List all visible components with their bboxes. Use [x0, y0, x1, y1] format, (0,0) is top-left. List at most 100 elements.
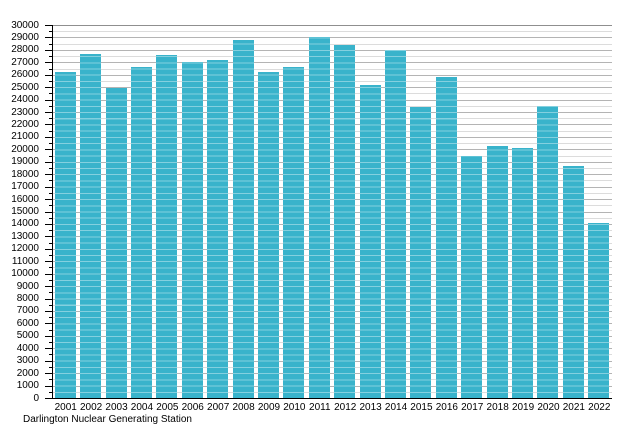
x-tick-label-2012: 2012 — [334, 402, 357, 413]
bar-2007 — [207, 59, 229, 398]
x-tick-label-2008: 2008 — [232, 402, 255, 413]
y-axis-tick — [48, 31, 53, 33]
gridline — [53, 155, 612, 157]
y-axis-tick — [45, 199, 53, 201]
gridline — [53, 279, 612, 281]
bar-2002 — [80, 53, 102, 398]
y-axis-tick — [45, 261, 53, 263]
gridline — [53, 298, 612, 300]
y-tick-label: 9000 — [16, 280, 39, 292]
gridline — [53, 25, 612, 26]
y-axis-tick — [48, 267, 53, 269]
gridline — [53, 236, 612, 238]
y-tick-label: 13000 — [11, 230, 39, 242]
bar-2020 — [537, 105, 559, 398]
bar-2018 — [486, 145, 508, 398]
gridline — [53, 31, 612, 33]
x-tick-label-2011: 2011 — [309, 402, 331, 413]
y-axis-tick — [45, 236, 53, 238]
gridline — [53, 273, 612, 275]
x-tick-label-2014: 2014 — [384, 402, 408, 413]
x-tick-label-2013: 2013 — [359, 402, 382, 413]
y-axis-tick — [48, 354, 53, 356]
gridline — [53, 348, 612, 350]
y-axis-tick — [48, 130, 53, 132]
x-tick-label-2004: 2004 — [130, 402, 154, 413]
gridline — [53, 205, 612, 207]
gridline — [53, 112, 612, 114]
gridline — [53, 130, 612, 132]
y-tick-label: 12000 — [11, 243, 39, 255]
gridline — [53, 385, 612, 387]
y-axis-tick — [45, 62, 53, 64]
y-axis-tick — [45, 37, 53, 39]
y-tick-label: 10000 — [11, 268, 39, 280]
y-axis-tick — [45, 323, 53, 325]
y-tick-label: 28000 — [11, 44, 39, 56]
y-axis-tick — [45, 112, 53, 114]
y-axis-tick — [45, 348, 53, 350]
y-axis-tick — [48, 230, 53, 232]
gridline — [53, 143, 612, 145]
y-axis-tick — [45, 74, 53, 76]
gridline — [53, 37, 612, 39]
gridline — [53, 242, 612, 244]
y-tick-label: 20000 — [11, 143, 39, 155]
gridline — [53, 99, 612, 101]
x-tick-label-2022: 2022 — [588, 402, 611, 413]
gridline — [53, 373, 612, 375]
gridline — [53, 267, 612, 269]
bars-layer — [53, 25, 612, 398]
y-axis-tick — [45, 223, 53, 225]
y-tick-label: 7000 — [16, 305, 39, 317]
y-tick-label: 11000 — [11, 255, 39, 267]
y-axis-tick — [45, 149, 53, 151]
gridline — [53, 292, 612, 294]
y-tick-label: 19000 — [11, 156, 39, 168]
y-tick-label: 1000 — [16, 380, 39, 392]
bar-2004 — [130, 67, 152, 398]
y-tick-label: 2000 — [16, 367, 39, 379]
x-tick-label-2018: 2018 — [486, 402, 509, 413]
y-axis-tick — [45, 25, 53, 26]
gridline — [53, 248, 612, 250]
y-tick-label: 16000 — [11, 193, 39, 205]
chart-caption: Darlington Nuclear Generating Station — [23, 414, 192, 425]
y-axis-tick — [45, 186, 53, 188]
y-axis-tick — [48, 68, 53, 70]
gridline — [53, 360, 612, 362]
y-tick-label: 22000 — [11, 118, 39, 130]
gridline — [53, 230, 612, 232]
y-axis-tick — [45, 248, 53, 250]
y-axis-tick — [45, 298, 53, 300]
x-tick-label-2019: 2019 — [511, 402, 535, 413]
y-axis-tick — [45, 136, 53, 138]
gridline — [53, 335, 612, 337]
gridline — [53, 43, 612, 45]
bar-2014 — [385, 49, 407, 398]
gridline — [53, 329, 612, 331]
gridline — [53, 323, 612, 325]
gridline — [53, 180, 612, 182]
gridline — [53, 223, 612, 225]
y-axis-tick — [48, 317, 53, 319]
bar-2010 — [283, 67, 305, 398]
gridline — [53, 167, 612, 169]
x-tick-label-2002: 2002 — [79, 402, 103, 413]
y-axis-tick — [45, 49, 53, 51]
y-axis-tick — [45, 99, 53, 101]
gridline — [53, 124, 612, 126]
y-axis-tick — [48, 329, 53, 331]
bar-2008 — [232, 39, 254, 398]
y-axis-tick — [48, 155, 53, 157]
gridline — [53, 56, 612, 58]
gridline — [53, 261, 612, 263]
gridline — [53, 161, 612, 163]
y-axis-tick — [45, 360, 53, 362]
y-tick-label: 5000 — [16, 330, 39, 342]
x-tick-label-2006: 2006 — [181, 402, 204, 413]
y-axis-tick — [45, 398, 53, 399]
y-tick-label: 14000 — [11, 218, 39, 230]
x-tick-label-2015: 2015 — [410, 402, 433, 413]
